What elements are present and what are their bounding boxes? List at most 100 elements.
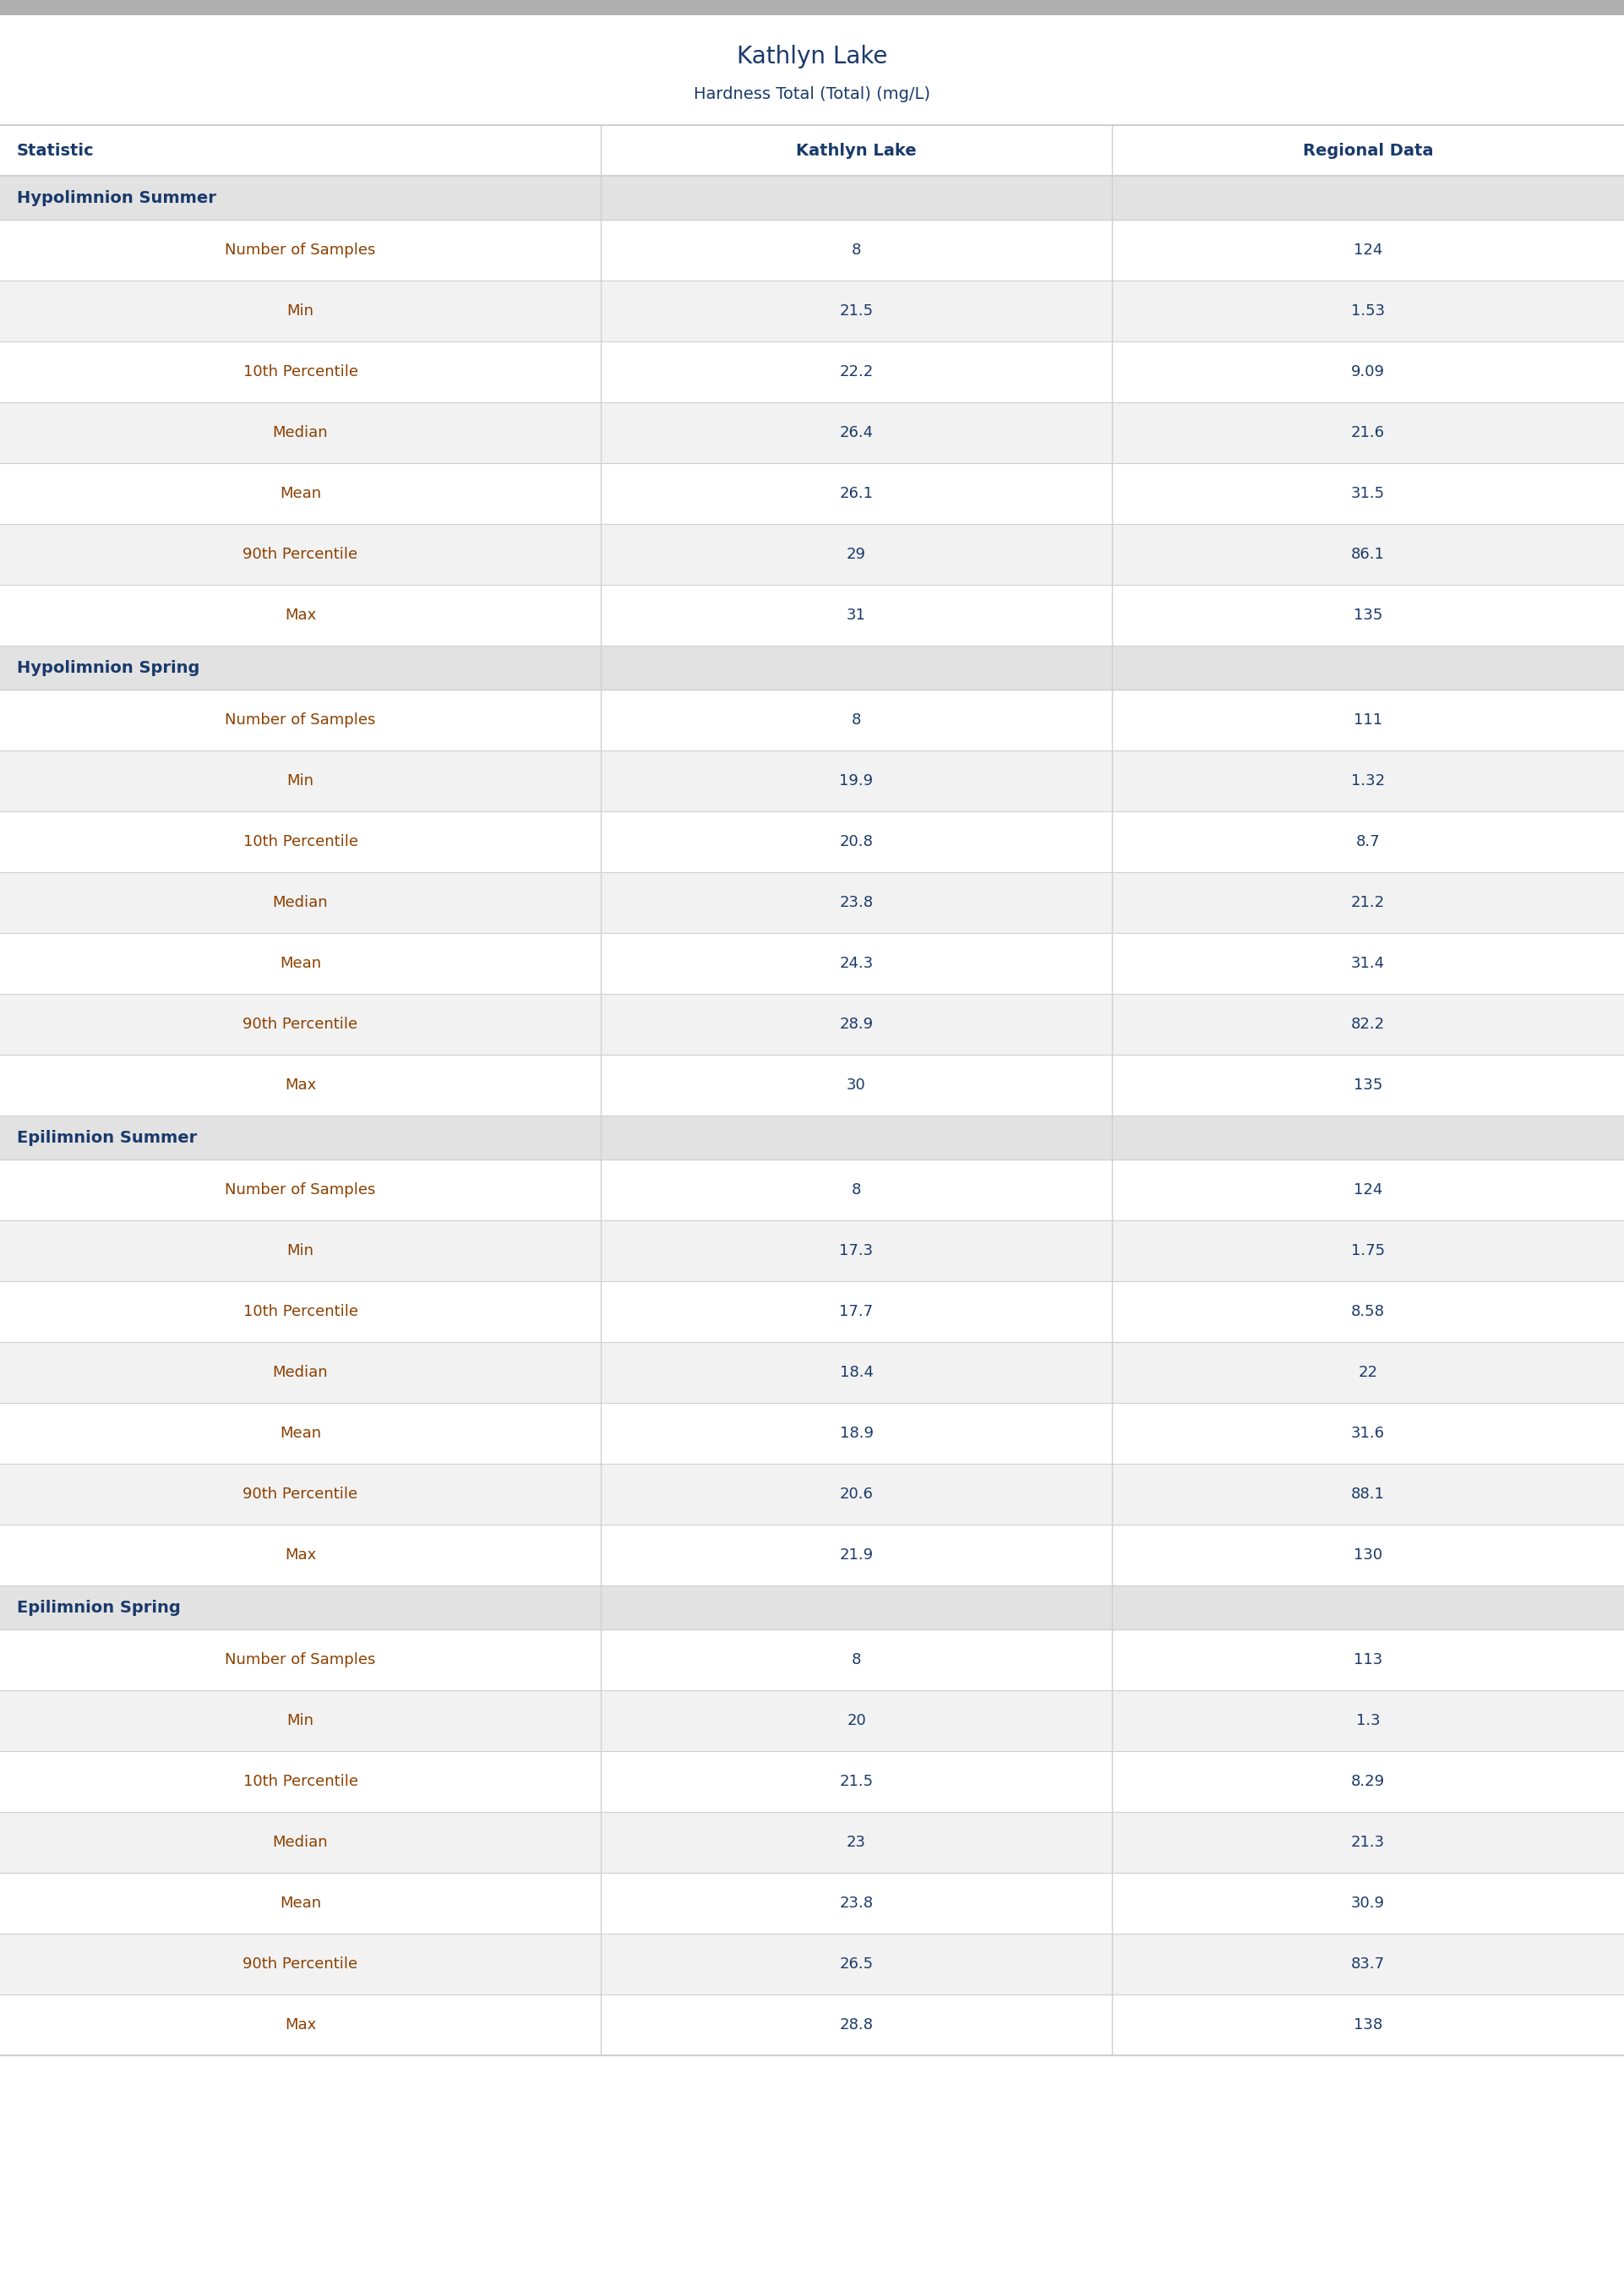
Text: 90th Percentile: 90th Percentile (244, 1487, 357, 1503)
Text: Hypolimnion Spring: Hypolimnion Spring (16, 661, 200, 676)
Text: 26.4: 26.4 (840, 424, 874, 440)
Text: Number of Samples: Number of Samples (226, 1183, 375, 1199)
Text: 24.3: 24.3 (840, 956, 874, 972)
Text: 23.8: 23.8 (840, 1895, 874, 1911)
Text: 8.29: 8.29 (1351, 1773, 1385, 1789)
Text: 21.9: 21.9 (840, 1548, 874, 1562)
Text: Kathlyn Lake: Kathlyn Lake (796, 143, 916, 159)
Text: Median: Median (273, 424, 328, 440)
Text: 90th Percentile: 90th Percentile (244, 1957, 357, 1973)
Text: Hypolimnion Summer: Hypolimnion Summer (16, 191, 216, 207)
Bar (0, 1995, 1624, 2054)
Bar (0, 1811, 1624, 1873)
Bar (0, 463, 1624, 524)
Text: Min: Min (287, 1714, 313, 1727)
Bar (0, 1280, 1624, 1342)
Text: 88.1: 88.1 (1351, 1487, 1385, 1503)
Text: Min: Min (287, 304, 313, 318)
Text: Mean: Mean (279, 956, 322, 972)
Text: Kathlyn Lake: Kathlyn Lake (737, 45, 887, 68)
Text: 10th Percentile: 10th Percentile (244, 1773, 357, 1789)
Text: 20.8: 20.8 (840, 833, 874, 849)
Text: Min: Min (287, 1244, 313, 1258)
Bar (0, 933, 1624, 994)
Text: Max: Max (284, 1078, 317, 1092)
Text: 82.2: 82.2 (1351, 1017, 1385, 1033)
Text: 20.6: 20.6 (840, 1487, 874, 1503)
Text: 90th Percentile: 90th Percentile (244, 1017, 357, 1033)
Bar (0, 340, 1624, 402)
Text: 124: 124 (1353, 1183, 1382, 1199)
Bar (0, 810, 1624, 872)
Text: 135: 135 (1353, 1078, 1382, 1092)
Text: Median: Median (273, 894, 328, 910)
Text: 20: 20 (846, 1714, 866, 1727)
Text: Median: Median (273, 1364, 328, 1380)
Text: 8: 8 (851, 713, 861, 729)
Text: 17.7: 17.7 (840, 1303, 874, 1319)
Text: 18.9: 18.9 (840, 1426, 874, 1441)
Bar (0, 872, 1624, 933)
Bar (0, 1525, 1624, 1584)
Text: 19.9: 19.9 (840, 774, 874, 788)
Text: 31.4: 31.4 (1351, 956, 1385, 972)
Bar (0, 751, 1624, 810)
Bar (0, 125, 1624, 175)
Bar (0, 1584, 1624, 1630)
Text: 1.53: 1.53 (1351, 304, 1385, 318)
Bar (0, 1221, 1624, 1280)
Text: 135: 135 (1353, 608, 1382, 622)
Bar (0, 524, 1624, 586)
Text: Min: Min (287, 774, 313, 788)
Text: Hardness Total (Total) (mg/L): Hardness Total (Total) (mg/L) (693, 86, 931, 102)
Text: 90th Percentile: 90th Percentile (244, 547, 357, 563)
Text: 1.32: 1.32 (1351, 774, 1385, 788)
Bar (0, 645, 1624, 690)
Text: 113: 113 (1353, 1653, 1382, 1668)
Text: Epilimnion Summer: Epilimnion Summer (16, 1130, 197, 1146)
Text: 31.5: 31.5 (1351, 486, 1385, 502)
Text: Max: Max (284, 1548, 317, 1562)
Bar (0, 994, 1624, 1056)
Text: 22: 22 (1358, 1364, 1377, 1380)
Bar (0, 690, 1624, 751)
Text: 1.3: 1.3 (1356, 1714, 1380, 1727)
Bar (0, 175, 1624, 220)
Text: Mean: Mean (279, 1426, 322, 1441)
Bar (0, 220, 1624, 281)
Text: 8.7: 8.7 (1356, 833, 1380, 849)
Text: 8.58: 8.58 (1351, 1303, 1385, 1319)
Bar (0, 1403, 1624, 1464)
Bar (0, 1750, 1624, 1811)
Text: Number of Samples: Number of Samples (226, 1653, 375, 1668)
Bar (0, 1160, 1624, 1221)
Text: 31: 31 (846, 608, 866, 622)
Text: 9.09: 9.09 (1351, 363, 1385, 379)
Text: 17.3: 17.3 (840, 1244, 874, 1258)
Text: Number of Samples: Number of Samples (226, 243, 375, 259)
Text: 8: 8 (851, 1183, 861, 1199)
Text: 30: 30 (846, 1078, 866, 1092)
Text: 83.7: 83.7 (1351, 1957, 1385, 1973)
Bar (0, 586, 1624, 645)
Text: 8: 8 (851, 243, 861, 259)
Text: 18.4: 18.4 (840, 1364, 874, 1380)
Bar (0, 1630, 1624, 1691)
Text: Mean: Mean (279, 486, 322, 502)
Text: Mean: Mean (279, 1895, 322, 1911)
Text: Statistic: Statistic (16, 143, 94, 159)
Text: 26.5: 26.5 (840, 1957, 874, 1973)
Text: 86.1: 86.1 (1351, 547, 1385, 563)
Text: Max: Max (284, 608, 317, 622)
Text: 21.2: 21.2 (1351, 894, 1385, 910)
Bar (0, 1464, 1624, 1525)
Text: 31.6: 31.6 (1351, 1426, 1385, 1441)
Text: 21.5: 21.5 (840, 1773, 874, 1789)
Text: 21.6: 21.6 (1351, 424, 1385, 440)
Text: 130: 130 (1353, 1548, 1382, 1562)
Text: 28.9: 28.9 (840, 1017, 874, 1033)
Text: Max: Max (284, 2018, 317, 2032)
Text: Number of Samples: Number of Samples (226, 713, 375, 729)
Text: 8: 8 (851, 1653, 861, 1668)
Text: 23.8: 23.8 (840, 894, 874, 910)
